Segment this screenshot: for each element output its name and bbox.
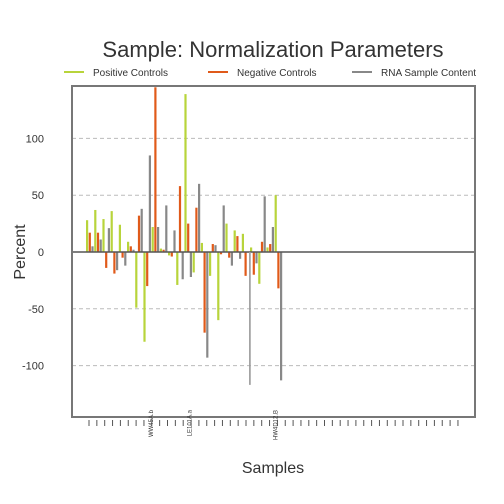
plot-frame <box>71 85 476 418</box>
sample-label: WW45A.b <box>149 409 155 437</box>
bar <box>187 223 190 252</box>
bar <box>127 241 130 252</box>
bar <box>228 252 231 258</box>
bar <box>110 211 113 252</box>
bar <box>135 252 138 308</box>
sample-labels: WW45A.b LE101A.a HW4D12.B <box>149 409 279 440</box>
y-tick-label: 0 <box>38 247 44 259</box>
bar <box>94 209 97 252</box>
bar <box>258 252 261 284</box>
bar <box>168 252 171 256</box>
bar <box>271 227 274 252</box>
bar <box>233 230 236 252</box>
bar <box>143 252 146 342</box>
bar <box>148 155 151 252</box>
sample-label: HW4D12.B <box>273 410 279 440</box>
bar <box>252 252 255 275</box>
bar <box>255 252 258 264</box>
bar <box>189 252 192 277</box>
bar <box>244 252 247 276</box>
legend-label: RNA Sample Content <box>381 68 476 79</box>
bar <box>211 244 214 252</box>
bar <box>121 252 124 258</box>
bar <box>88 232 91 252</box>
bar <box>184 94 187 252</box>
bar <box>173 230 176 252</box>
bar <box>277 252 280 289</box>
y-tick-label: 50 <box>32 190 44 202</box>
legend-label: Negative Controls <box>237 68 316 79</box>
bar <box>203 252 206 333</box>
bar <box>250 247 253 252</box>
legend-label: Positive Controls <box>93 68 168 79</box>
y-axis: 100 50 0 -50 -100 <box>22 133 44 372</box>
bar <box>129 246 132 252</box>
y-axis-title: Percent <box>12 224 29 280</box>
bar <box>266 247 269 252</box>
bar <box>206 252 209 358</box>
sample-label: LE101A.a <box>188 409 194 436</box>
bar <box>86 220 89 252</box>
bar <box>162 249 165 252</box>
bar <box>159 248 162 252</box>
bar <box>200 242 203 252</box>
bar <box>170 252 173 257</box>
bar <box>99 239 102 252</box>
bar <box>146 252 149 287</box>
bar <box>107 228 110 252</box>
y-tick-label: -50 <box>28 304 44 316</box>
bar <box>124 252 127 266</box>
bar <box>195 207 198 252</box>
bar <box>181 252 184 280</box>
bar <box>165 205 168 252</box>
bar <box>176 252 179 285</box>
bar <box>219 252 223 255</box>
bar <box>91 246 94 252</box>
bar <box>96 232 100 252</box>
bars <box>86 87 283 381</box>
bar <box>192 252 195 273</box>
bar <box>230 252 233 266</box>
bar <box>280 252 283 381</box>
y-tick-label: -100 <box>22 361 44 373</box>
bar <box>132 249 135 252</box>
bar <box>151 227 154 252</box>
x-axis-title: Samples <box>242 460 304 477</box>
y-tick-label: 100 <box>26 133 44 145</box>
bar <box>118 224 121 252</box>
bar <box>113 252 116 274</box>
bar <box>198 183 201 252</box>
reference-lines <box>72 251 475 385</box>
bar <box>217 252 220 321</box>
bar <box>269 244 272 252</box>
bar <box>225 223 228 252</box>
bar <box>222 205 225 252</box>
bar <box>214 245 217 252</box>
x-axis <box>88 420 459 426</box>
bar <box>116 252 119 271</box>
bar <box>209 252 212 276</box>
bar <box>178 186 182 252</box>
bar <box>154 87 157 252</box>
bar <box>274 195 277 252</box>
bar <box>241 233 244 252</box>
bar <box>157 227 160 252</box>
bar <box>137 215 141 252</box>
bar <box>105 252 108 268</box>
bar <box>260 241 264 252</box>
chart-title: Sample: Normalization Parameters <box>102 37 443 62</box>
bar <box>263 196 266 252</box>
bar <box>102 219 105 252</box>
bar <box>140 208 143 252</box>
bar <box>239 252 242 259</box>
legend: Positive Controls Negative Controls RNA Sa… <box>64 68 476 79</box>
bar <box>236 236 239 252</box>
